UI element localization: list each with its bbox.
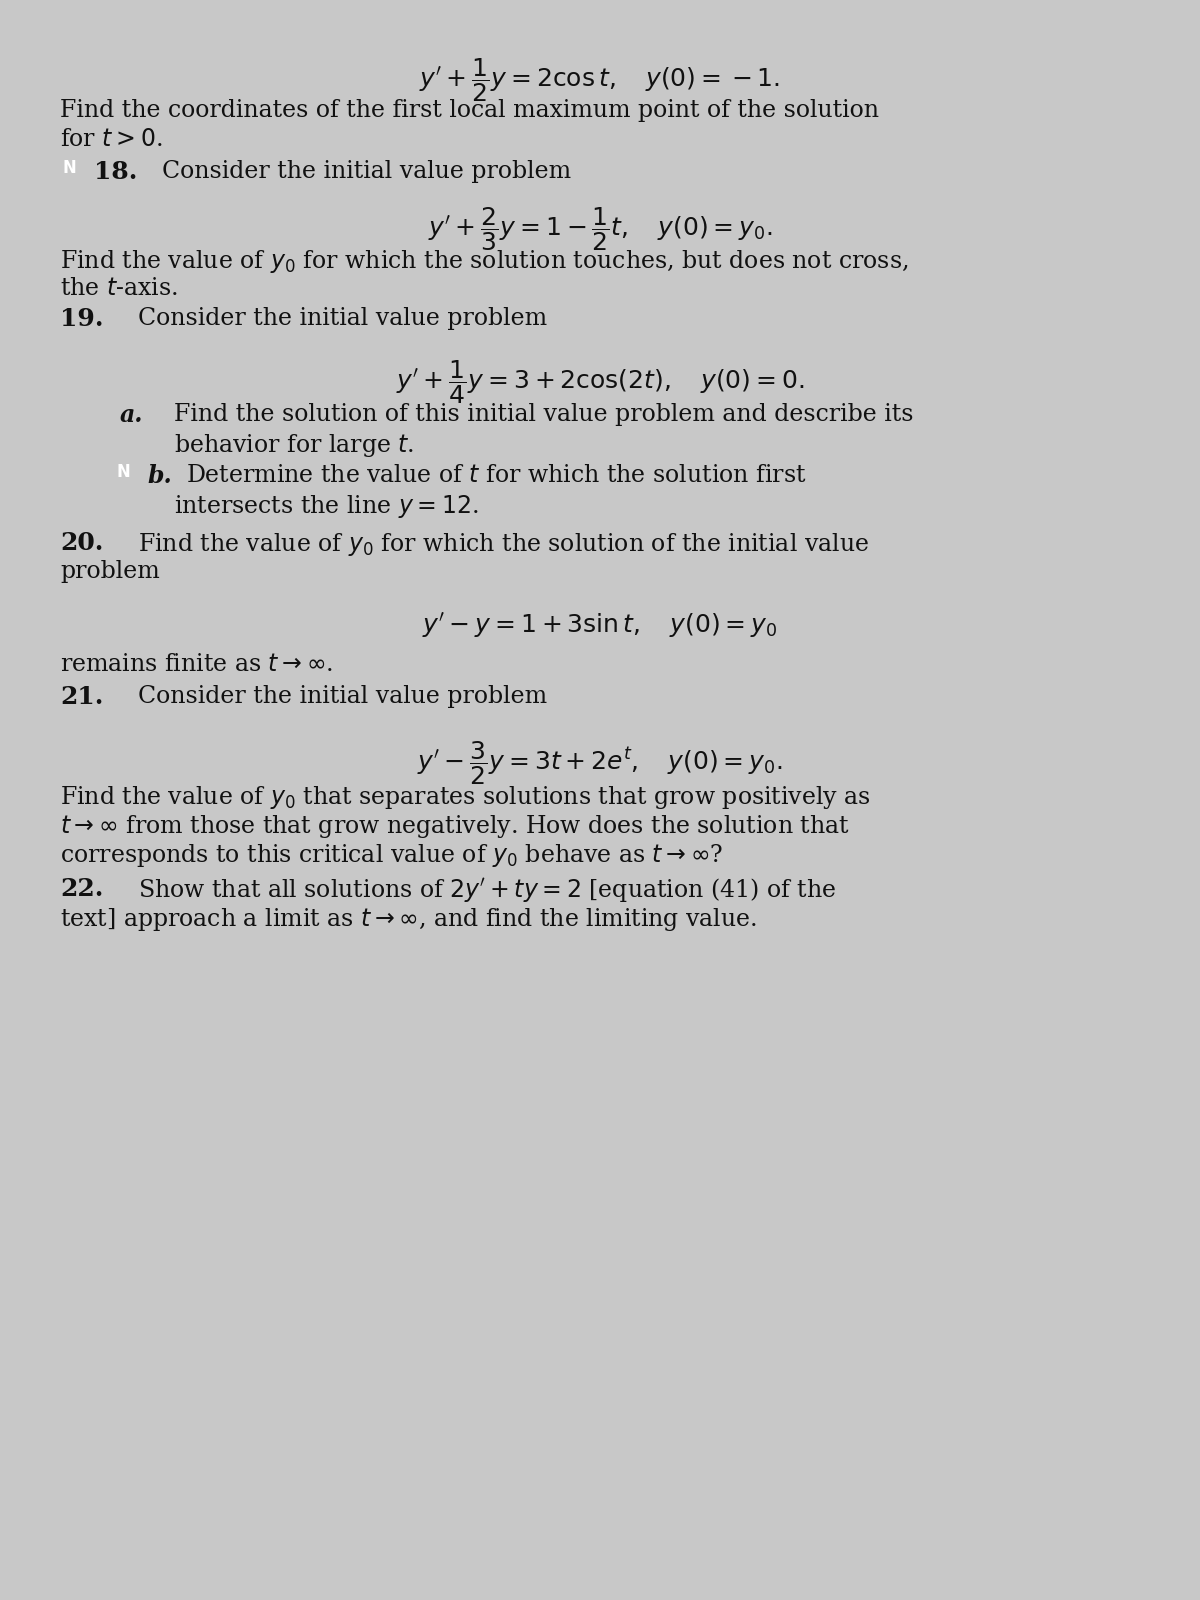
Text: Determine the value of $t$ for which the solution first: Determine the value of $t$ for which the… (186, 464, 806, 486)
Text: Find the value of $y_0$ for which the solution touches, but does not cross,: Find the value of $y_0$ for which the so… (60, 248, 908, 275)
Text: $y' + \dfrac{1}{4}y = 3 + 2\cos(2t), \quad y(0) = 0.$: $y' + \dfrac{1}{4}y = 3 + 2\cos(2t), \qu… (396, 358, 804, 406)
Text: Find the coordinates of the first local maximum point of the solution: Find the coordinates of the first local … (60, 99, 878, 122)
Text: b.: b. (148, 464, 173, 488)
Text: $t \to \infty$ from those that grow negatively. How does the solution that: $t \to \infty$ from those that grow nega… (60, 813, 850, 840)
Text: 19.: 19. (60, 307, 103, 331)
Text: the $t$-axis.: the $t$-axis. (60, 277, 178, 299)
Text: 20.: 20. (60, 531, 103, 555)
Text: $y' - y = 1 + 3\sin t, \quad y(0) = y_0$: $y' - y = 1 + 3\sin t, \quad y(0) = y_0$ (422, 611, 778, 640)
Text: behavior for large $t$.: behavior for large $t$. (174, 432, 414, 459)
Text: Consider the initial value problem: Consider the initial value problem (138, 685, 547, 707)
Text: problem: problem (60, 560, 160, 582)
Text: intersects the line $y = 12$.: intersects the line $y = 12$. (174, 493, 479, 520)
Text: Consider the initial value problem: Consider the initial value problem (162, 160, 571, 182)
Text: Find the value of $y_0$ for which the solution of the initial value: Find the value of $y_0$ for which the so… (138, 531, 869, 558)
Text: Find the value of $y_0$ that separates solutions that grow positively as: Find the value of $y_0$ that separates s… (60, 784, 871, 811)
Text: $y' + \dfrac{1}{2}y = 2\cos t, \quad y(0) = -1.$: $y' + \dfrac{1}{2}y = 2\cos t, \quad y(0… (420, 56, 780, 104)
Text: remains finite as $t \to \infty$.: remains finite as $t \to \infty$. (60, 653, 334, 675)
Text: for $t > 0$.: for $t > 0$. (60, 128, 162, 150)
Text: text] approach a limit as $t \to \infty$, and find the limiting value.: text] approach a limit as $t \to \infty$… (60, 906, 757, 933)
Text: N: N (62, 160, 77, 178)
Text: Consider the initial value problem: Consider the initial value problem (138, 307, 547, 330)
Text: $y' - \dfrac{3}{2}y = 3t + 2e^t, \quad y(0) = y_0.$: $y' - \dfrac{3}{2}y = 3t + 2e^t, \quad y… (418, 739, 782, 787)
Text: N: N (116, 464, 131, 482)
Text: Show that all solutions of $2y' + ty = 2$ [equation (41) of the: Show that all solutions of $2y' + ty = 2… (138, 877, 836, 906)
Text: Find the solution of this initial value problem and describe its: Find the solution of this initial value … (174, 403, 913, 426)
Text: 21.: 21. (60, 685, 103, 709)
Text: $y' + \dfrac{2}{3}y = 1 - \dfrac{1}{2}t, \quad y(0) = y_0.$: $y' + \dfrac{2}{3}y = 1 - \dfrac{1}{2}t,… (427, 205, 773, 253)
Text: corresponds to this critical value of $y_0$ behave as $t \to \infty$?: corresponds to this critical value of $y… (60, 842, 724, 869)
Text: a.: a. (120, 403, 144, 427)
Text: 18.: 18. (94, 160, 137, 184)
Text: 22.: 22. (60, 877, 103, 901)
